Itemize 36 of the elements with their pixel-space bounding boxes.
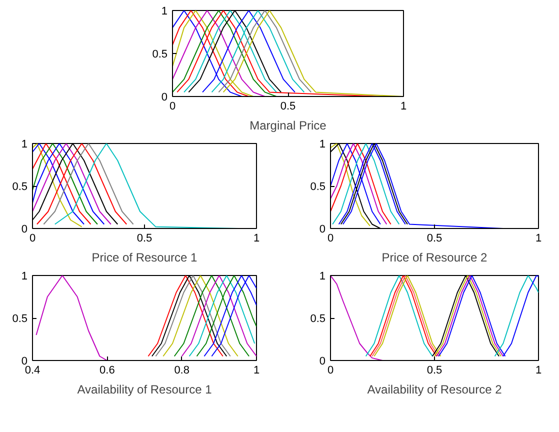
x-tick-label: 0: [327, 364, 334, 376]
x-tick-label: 0.5: [426, 364, 442, 376]
x-tick-label: 0.5: [280, 100, 296, 112]
x-tick-label: 0.5: [136, 232, 152, 244]
y-tick-label: 1: [319, 270, 326, 282]
x-tick-label: 1: [535, 364, 542, 376]
y-tick-label: 0: [319, 224, 326, 236]
y-tick-label: 0.5: [152, 48, 168, 60]
x-tick-label: 0.8: [174, 364, 190, 376]
x-axis-title: Availability of Resource 1: [77, 382, 212, 396]
y-tick-label: 0.5: [310, 313, 326, 325]
x-tick-label: 1: [253, 232, 260, 244]
x-tick-label: 0.4: [24, 364, 40, 376]
x-tick-label: 0.5: [426, 232, 442, 244]
y-tick-label: 1: [21, 270, 28, 282]
x-axis-title: Availability of Resource 2: [367, 382, 502, 396]
y-tick-label: 0.5: [12, 181, 28, 193]
x-tick-label: 0.6: [100, 364, 115, 376]
x-tick-label: 0: [327, 232, 334, 244]
y-tick-label: 0.5: [310, 181, 326, 193]
x-tick-label: 1: [400, 100, 407, 112]
x-axis-title: Marginal Price: [250, 118, 327, 132]
y-tick-label: 0: [21, 356, 28, 368]
y-tick-label: 0: [161, 92, 168, 104]
y-tick-label: 0: [319, 356, 326, 368]
x-tick-label: 0: [169, 100, 176, 112]
y-tick-label: 1: [21, 138, 28, 150]
x-tick-label: 1: [535, 232, 542, 244]
x-axis-title: Price of Resource 1: [92, 250, 198, 264]
y-tick-label: 1: [161, 6, 168, 18]
x-axis-title: Price of Resource 2: [382, 250, 488, 264]
x-tick-label: 1: [253, 364, 260, 376]
y-tick-label: 0: [21, 224, 28, 236]
y-tick-label: 0.5: [12, 313, 28, 325]
x-tick-label: 0: [29, 232, 36, 244]
y-tick-label: 1: [319, 138, 326, 150]
